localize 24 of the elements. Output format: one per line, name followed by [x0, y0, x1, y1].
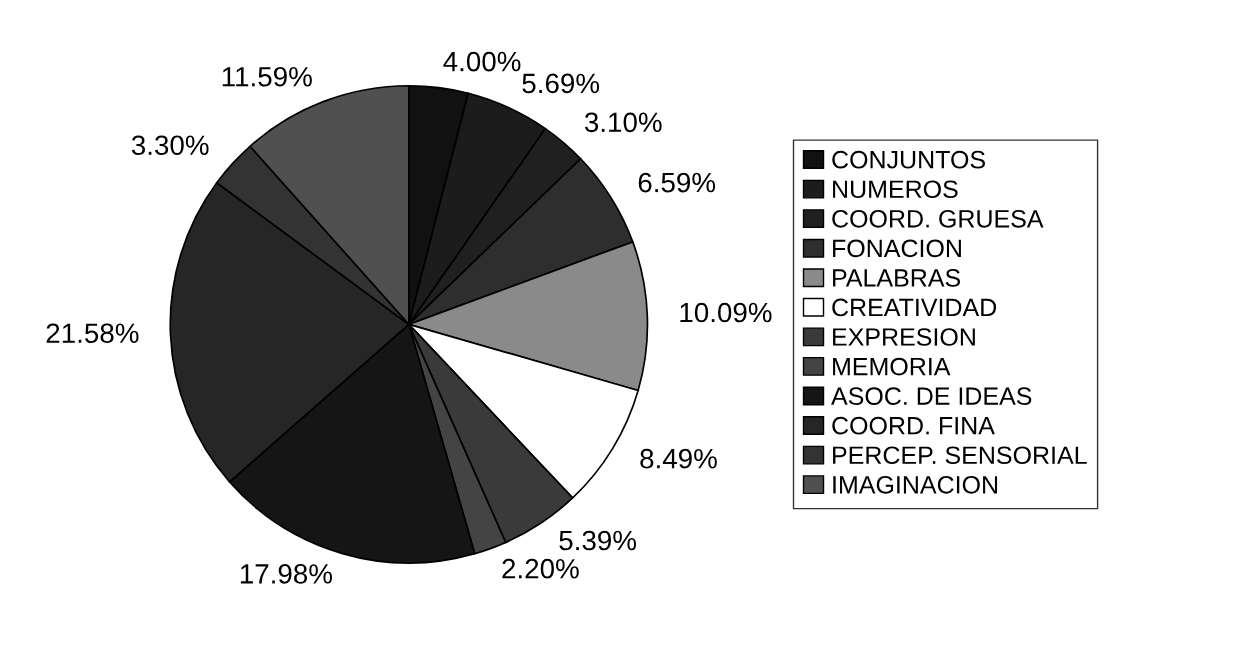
legend-label: FONACION — [833, 239, 961, 258]
data-label: 2.20% — [502, 558, 579, 579]
legend-label: PALABRAS — [833, 269, 961, 287]
data-label: 5.39% — [559, 530, 637, 551]
legend-label: EXPRESION — [833, 328, 975, 346]
legend-label: MEMORIA — [833, 357, 951, 376]
legend-label: NUMEROS — [833, 180, 958, 199]
data-label: 8.49% — [640, 448, 717, 469]
data-label: 5.69% — [522, 73, 600, 94]
data-label: 4.00% — [443, 51, 521, 72]
legend-label: COORD. FINA — [832, 416, 995, 435]
legend-label: PERCEP. SENSORIAL — [833, 446, 1087, 465]
legend-label: ASOC. DE IDEAS — [831, 387, 1032, 405]
legend-label: COORD. GRUESA — [832, 209, 1044, 228]
data-label: 21.58% — [46, 323, 139, 344]
data-label: 3.30% — [131, 135, 209, 156]
data-label: 6.59% — [638, 172, 716, 193]
data-label: 10.09% — [680, 302, 772, 323]
data-label: 3.10% — [584, 112, 662, 133]
legend-label: CONJUNTOS — [832, 150, 985, 169]
legend-label: CREATIVIDAD — [832, 298, 997, 317]
legend-label: IMAGINACION — [833, 475, 998, 494]
data-label: 17.98% — [240, 564, 333, 584]
data-label: 11.59% — [222, 66, 312, 87]
